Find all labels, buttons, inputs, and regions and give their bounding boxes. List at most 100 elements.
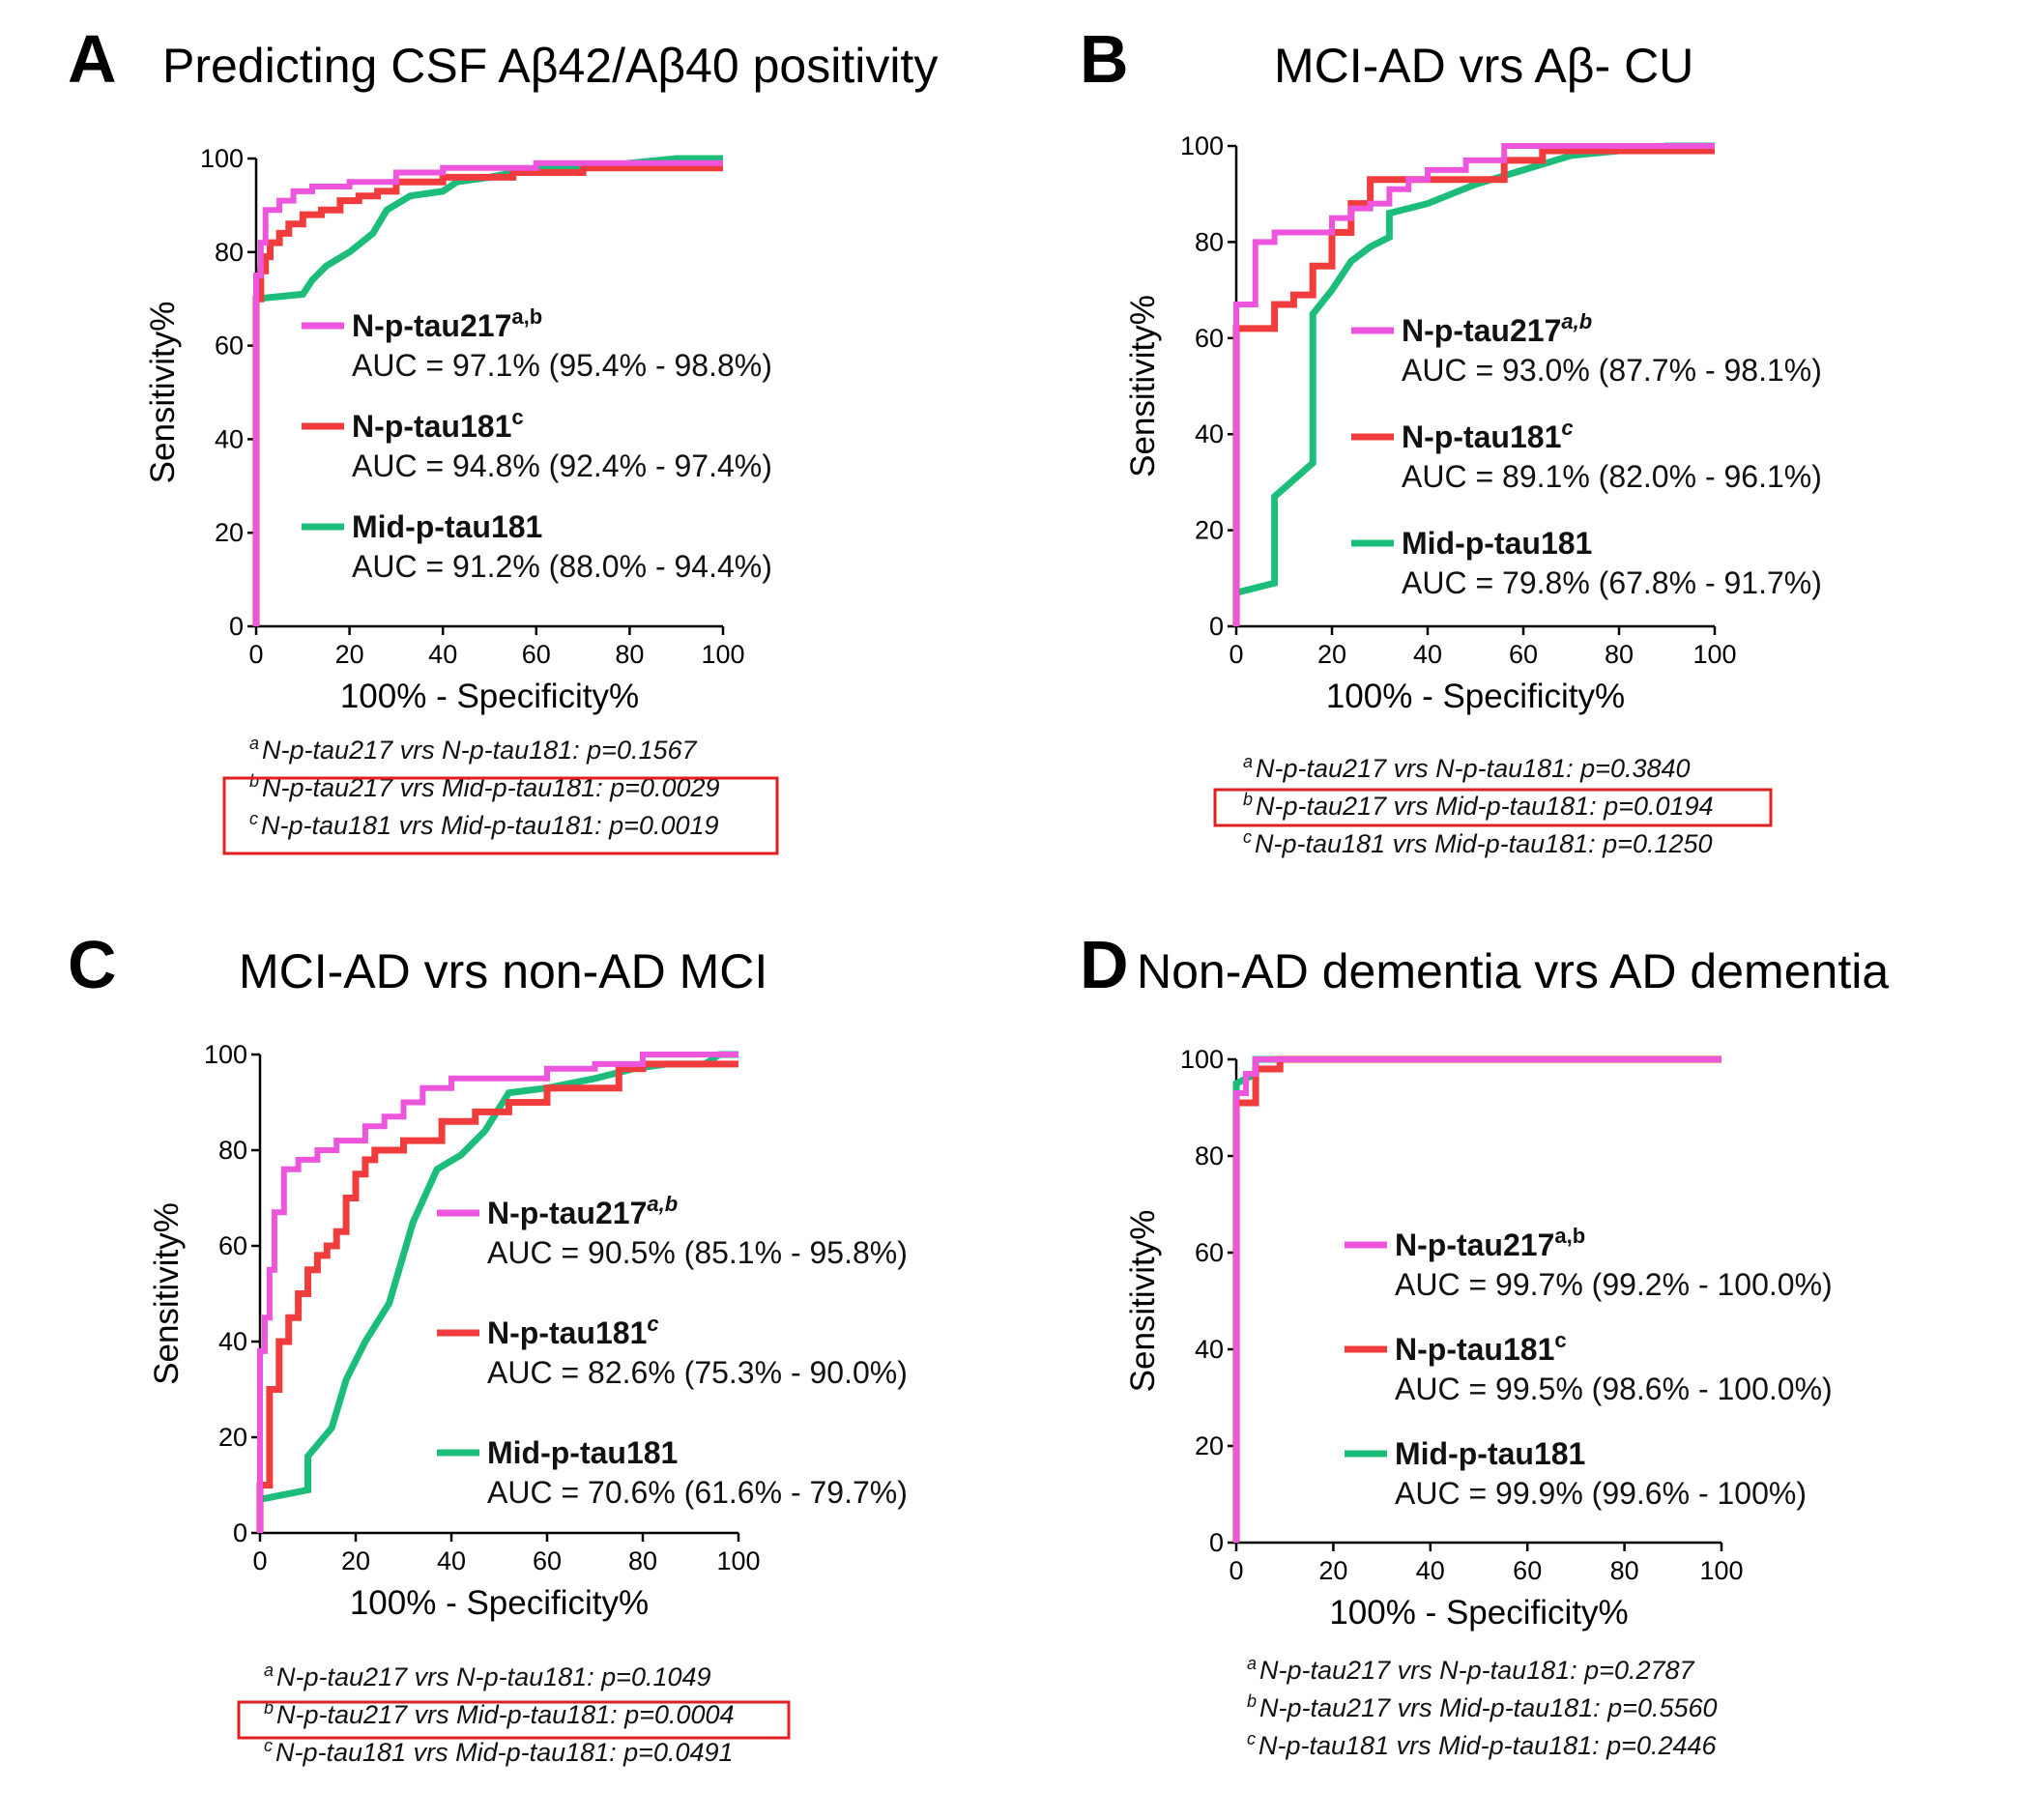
chart-title: Predicting CSF Aβ42/Aβ40 positivity xyxy=(162,39,938,93)
y-tick-label: 100 xyxy=(1180,131,1224,160)
legend-auc: AUC = 93.0% (87.7% - 98.1%) xyxy=(1402,353,1822,388)
panel-letter: D xyxy=(1080,927,1129,1002)
series-line-np217 xyxy=(1233,1056,1721,1543)
footnote-a: a N-p-tau217 vrs N-p-tau181: p=0.3840 xyxy=(1243,752,1691,783)
legend-entry-mid181: Mid-p-tau181 AUC = 70.6% (61.6% - 79.7%) xyxy=(437,1435,908,1510)
legend-series-name: N-p-tau181c xyxy=(1402,416,1574,454)
x-axis-label: 100% - Specificity% xyxy=(1329,1594,1628,1632)
footnote-b: b N-p-tau217 vrs Mid-p-tau181: p=0.5560 xyxy=(1247,1691,1718,1722)
panel-letter: C xyxy=(68,927,117,1002)
x-tick-label: 40 xyxy=(1413,640,1442,669)
legend-series-name: N-p-tau181c xyxy=(487,1312,659,1350)
legend-entry-np217: N-p-tau217a,b AUC = 99.7% (99.2% - 100.0%… xyxy=(1345,1224,1833,1302)
legend-series-name: Mid-p-tau181 xyxy=(1395,1436,1585,1471)
x-tick-label: 0 xyxy=(1229,1556,1243,1585)
footnote-a: a N-p-tau217 vrs N-p-tau181: p=0.2787 xyxy=(1247,1654,1695,1685)
series-line-mid181 xyxy=(1232,142,1715,626)
y-tick-label: 20 xyxy=(215,518,244,547)
x-axis-label: 100% - Specificity% xyxy=(350,1584,649,1622)
panel-a: A Predicting CSF Aβ42/Aβ40 positivity 0 20 4… xyxy=(68,21,938,855)
x-tick-label: 80 xyxy=(615,640,644,669)
legend-entry-mid181: Mid-p-tau181 AUC = 99.9% (99.6% - 100%) xyxy=(1345,1436,1807,1511)
x-tick-label: 80 xyxy=(1610,1556,1639,1585)
legend-series-name: N-p-tau181c xyxy=(1395,1328,1567,1367)
y-tick-label: 0 xyxy=(229,612,244,641)
legend-series-name: Mid-p-tau181 xyxy=(352,509,542,544)
series-line-np181 xyxy=(1232,147,1715,626)
highlight-box xyxy=(222,776,779,855)
x-tick-label: 60 xyxy=(533,1546,562,1575)
legend-entry-np217: N-p-tau217a,b AUC = 93.0% (87.7% - 98.1%) xyxy=(1351,309,1822,388)
y-tick-label: 20 xyxy=(1195,1431,1224,1460)
x-tick-label: 0 xyxy=(1229,640,1243,669)
legend-series-name: N-p-tau217a,b xyxy=(1402,309,1592,348)
x-tick-label: 0 xyxy=(248,640,263,669)
legend-auc: AUC = 97.1% (95.4% - 98.8%) xyxy=(352,348,772,383)
series-line-np217 xyxy=(257,1052,738,1533)
legend-auc: AUC = 79.8% (67.8% - 91.7%) xyxy=(1402,565,1822,600)
x-axis-label: 100% - Specificity% xyxy=(1326,678,1625,715)
legend-auc: AUC = 70.6% (61.6% - 79.7%) xyxy=(487,1475,908,1510)
legend-auc: AUC = 99.9% (99.6% - 100%) xyxy=(1395,1476,1807,1511)
x-tick-label: 20 xyxy=(1317,640,1346,669)
y-axis-label: Sensitivity% xyxy=(144,302,182,484)
x-tick-label: 40 xyxy=(437,1546,466,1575)
legend-entry-mid181: Mid-p-tau181 AUC = 91.2% (88.0% - 94.4%) xyxy=(302,509,772,584)
series-line-np181 xyxy=(252,164,723,626)
y-tick-label: 40 xyxy=(218,1327,247,1356)
y-tick-label: 40 xyxy=(215,424,244,453)
legend-auc: AUC = 91.2% (88.0% - 94.4%) xyxy=(352,549,772,584)
legend-series-name: N-p-tau181c xyxy=(352,405,524,444)
x-tick-label: 80 xyxy=(628,1546,657,1575)
footnote-c: c N-p-tau181 vrs Mid-p-tau181: p=0.0019 xyxy=(249,809,719,840)
legend-series-name: N-p-tau217a,b xyxy=(487,1192,678,1230)
x-tick-label: 20 xyxy=(1318,1556,1347,1585)
legend-auc: AUC = 82.6% (75.3% - 90.0%) xyxy=(487,1355,908,1390)
y-tick-label: 20 xyxy=(1195,516,1224,545)
legend-entry-np181: N-p-tau181c AUC = 89.1% (82.0% - 96.1%) xyxy=(1351,416,1822,494)
series-line-np181 xyxy=(256,1060,738,1533)
y-tick-label: 80 xyxy=(215,238,244,267)
y-axis-label: Sensitivity% xyxy=(148,1202,186,1385)
x-tick-label: 60 xyxy=(1509,640,1538,669)
chart-title: Non-AD dementia vrs AD dementia xyxy=(1137,944,1889,998)
legend-entry-mid181: Mid-p-tau181 AUC = 79.8% (67.8% - 91.7%) xyxy=(1351,526,1822,600)
legend-auc: AUC = 99.7% (99.2% - 100.0%) xyxy=(1395,1267,1833,1302)
y-tick-label: 40 xyxy=(1195,1335,1224,1364)
y-tick-label: 100 xyxy=(200,144,244,173)
legend-entry-np181: N-p-tau181c AUC = 99.5% (98.6% - 100.0%) xyxy=(1345,1328,1833,1406)
footnote-a: a N-p-tau217 vrs N-p-tau181: p=0.1567 xyxy=(249,734,698,765)
x-tick-label: 20 xyxy=(341,1546,370,1575)
legend-entry-np181: N-p-tau181c AUC = 94.8% (92.4% - 97.4%) xyxy=(302,405,772,483)
y-tick-label: 80 xyxy=(1195,1141,1224,1170)
y-tick-label: 60 xyxy=(218,1231,247,1260)
footnote-c: c N-p-tau181 vrs Mid-p-tau181: p=0.1250 xyxy=(1243,827,1713,858)
x-tick-label: 40 xyxy=(428,640,457,669)
x-tick-label: 60 xyxy=(1513,1556,1542,1585)
x-tick-label: 100 xyxy=(1692,640,1736,669)
y-tick-label: 60 xyxy=(1195,1238,1224,1267)
footnote-a: a N-p-tau217 vrs N-p-tau181: p=0.1049 xyxy=(264,1661,711,1691)
panel-c: C MCI-AD vrs non-AD MCI 0 20 40 60 80 100 0 20 40 6… xyxy=(68,927,908,1767)
y-axis-label: Sensitivity% xyxy=(1124,295,1162,477)
panel-letter: A xyxy=(68,21,117,97)
highlight-box xyxy=(237,1700,791,1740)
x-tick-label: 20 xyxy=(335,640,364,669)
x-axis-label: 100% - Specificity% xyxy=(340,678,639,715)
x-tick-label: 0 xyxy=(252,1546,267,1575)
legend-series-name: Mid-p-tau181 xyxy=(1402,526,1592,561)
legend-series-name: N-p-tau217a,b xyxy=(352,304,542,343)
panel-b: B MCI-AD vrs Aβ- CU 0 20 40 60 80 100 0 20 40 60 80 1… xyxy=(1080,21,1822,858)
x-tick-label: 80 xyxy=(1605,640,1634,669)
chart-title: MCI-AD vrs Aβ- CU xyxy=(1274,39,1693,93)
footnote-b: b N-p-tau217 vrs Mid-p-tau181: p=0.0004 xyxy=(264,1698,735,1729)
footnote-c: c N-p-tau181 vrs Mid-p-tau181: p=0.0491 xyxy=(264,1736,734,1767)
x-tick-label: 60 xyxy=(522,640,551,669)
y-tick-label: 0 xyxy=(1209,1528,1224,1557)
y-tick-label: 80 xyxy=(1195,227,1224,256)
footnote-b: b N-p-tau217 vrs Mid-p-tau181: p=0.0194 xyxy=(1243,790,1714,821)
x-tick-label: 100 xyxy=(1699,1556,1743,1585)
legend-series-name: N-p-tau217a,b xyxy=(1395,1224,1585,1262)
legend-auc: AUC = 89.1% (82.0% - 96.1%) xyxy=(1402,459,1822,494)
